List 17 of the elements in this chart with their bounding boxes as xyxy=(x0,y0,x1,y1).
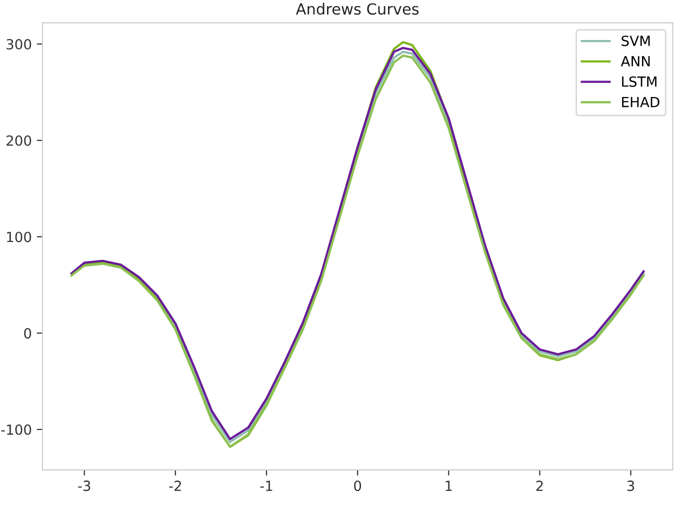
legend-label: ANN xyxy=(620,56,650,66)
legend-label: LSTM xyxy=(622,76,656,87)
x-tick-label: 0 xyxy=(354,480,362,492)
legend-label: SVM xyxy=(622,36,650,46)
legend-label: EHAD xyxy=(622,96,660,108)
y-tick-label: 100 xyxy=(7,232,32,242)
x-tick-label: -2 xyxy=(169,480,181,491)
chart-title: Andrews Curves xyxy=(296,2,419,15)
x-tick-label: 2 xyxy=(536,480,543,491)
x-tick-label: 3 xyxy=(627,480,634,492)
y-tick-label: 200 xyxy=(6,135,32,146)
y-tick-label: -100 xyxy=(1,424,32,435)
y-tick-label: 300 xyxy=(6,39,32,50)
y-tick-label: 0 xyxy=(24,328,32,339)
x-tick-label: 1 xyxy=(446,480,452,491)
x-tick-label: -1 xyxy=(260,480,272,491)
x-tick-label: -3 xyxy=(78,480,90,492)
